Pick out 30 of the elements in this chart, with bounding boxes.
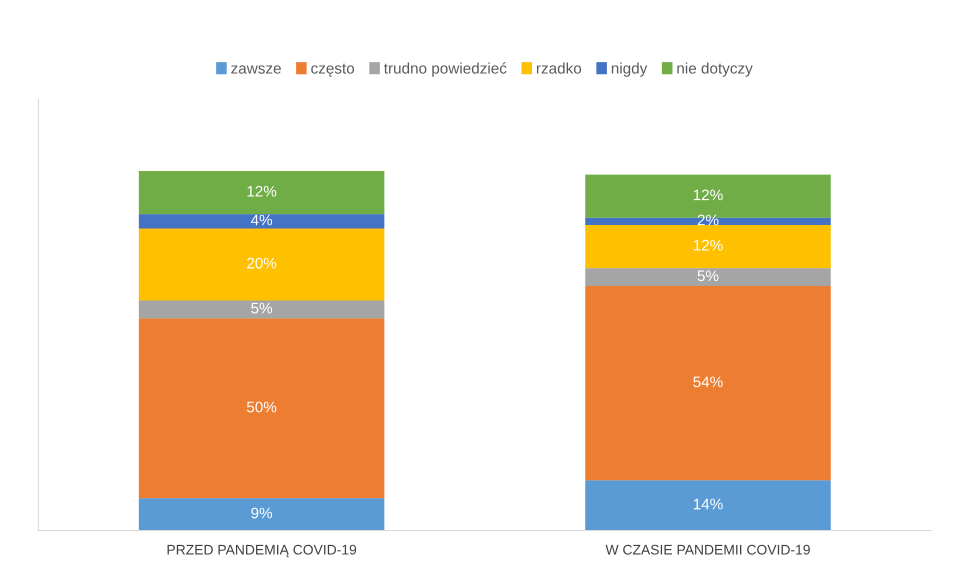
data-label: 12% (694, 189, 723, 200)
data-label: 20% (247, 258, 276, 269)
bar (585, 224, 831, 268)
data-label: 4% (250, 214, 272, 226)
bar (138, 318, 384, 498)
data-label: 12% (694, 240, 723, 251)
x-tick-label: W CZASIE PANDEMII COVID-19 (606, 544, 810, 555)
data-label: 5% (698, 270, 718, 282)
bar (585, 480, 831, 531)
data-label: 14% (694, 498, 723, 510)
bar (138, 171, 384, 214)
legend-label: nie dotyczy (677, 62, 753, 77)
bar (138, 214, 384, 229)
legend-label: nigdy (612, 62, 648, 77)
x-tick-label: PRZED PANDEMIĄ COVID-19 (168, 544, 356, 558)
bar (138, 300, 384, 318)
bar (585, 286, 831, 480)
data-label: 5% (251, 302, 272, 314)
data-label: 50% (246, 402, 276, 412)
bar (138, 498, 384, 531)
legend-label: rzadko (536, 62, 582, 74)
data-label: 54% (693, 376, 723, 388)
bar (138, 228, 384, 300)
data-label: 9% (251, 508, 272, 518)
legend-label: zawsze (231, 65, 281, 74)
data-label: 2% (698, 214, 718, 226)
legend-label: trudno powiedzieć (384, 62, 506, 77)
bar (585, 268, 831, 286)
legend-label: często (311, 64, 354, 77)
data-label: 12% (247, 186, 276, 197)
